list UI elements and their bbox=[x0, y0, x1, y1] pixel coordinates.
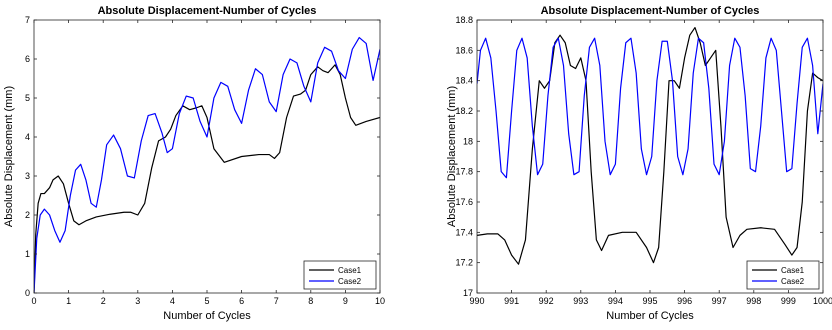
x-tick-label: 994 bbox=[608, 296, 623, 306]
legend: Case1 Case2 bbox=[746, 260, 820, 290]
y-tick-label: 0 bbox=[25, 288, 30, 298]
x-tick-label: 5 bbox=[204, 296, 209, 306]
y-tick-label: 6 bbox=[25, 54, 30, 64]
x-tick-label: 999 bbox=[781, 296, 796, 306]
y-tick-label: 3 bbox=[25, 171, 30, 181]
chart-1: 0 1 2 3 4 5 6 7 8 9 10 0 1 2 3 4 5 6 7 Absolute Displacemen… bbox=[3, 5, 385, 322]
chart-title: Absolute Displacement-Number of Cycles bbox=[541, 5, 760, 17]
y-axis-label: Absolute Displacement (mm) bbox=[446, 86, 458, 227]
y-tick-label: 5 bbox=[25, 93, 30, 103]
series-line-case1 bbox=[34, 64, 380, 293]
x-tick-label: 1 bbox=[66, 296, 71, 306]
y-tick-label: 17.2 bbox=[455, 258, 473, 268]
y-tick-label: 18 bbox=[463, 136, 473, 146]
y-tick-label: 17.4 bbox=[455, 227, 473, 237]
legend-box bbox=[746, 260, 820, 290]
y-axis-label: Absolute Displacement (mm) bbox=[3, 86, 15, 227]
x-tick-label: 2 bbox=[101, 296, 106, 306]
x-tick-label: 6 bbox=[239, 296, 244, 306]
y-tick-label: 18.2 bbox=[455, 106, 473, 116]
x-tick-label: 990 bbox=[469, 296, 484, 306]
x-tick-label: 992 bbox=[539, 296, 554, 306]
chart-2: 990 991 992 993 994 995 996 997 998 999 1000 17 17.2… bbox=[446, 5, 832, 322]
y-tick-label: 18.4 bbox=[455, 76, 473, 86]
legend-label-case1: Case1 bbox=[781, 266, 805, 275]
x-tick-label: 7 bbox=[274, 296, 279, 306]
series-line-case2 bbox=[477, 37, 823, 179]
chart-title: Absolute Displacement-Number of Cycles bbox=[98, 5, 317, 17]
x-axis-label: Number of Cycles bbox=[163, 310, 251, 322]
x-axis-label: Number of Cycles bbox=[606, 310, 694, 322]
x-tick-label: 1000 bbox=[813, 296, 832, 306]
legend-label-case2: Case2 bbox=[781, 277, 805, 286]
x-tick-label: 4 bbox=[170, 296, 175, 306]
y-tick-label: 7 bbox=[25, 15, 30, 25]
x-tick-label: 991 bbox=[504, 296, 519, 306]
x-tick-label: 0 bbox=[31, 296, 36, 306]
y-tick-label: 17.8 bbox=[455, 167, 473, 177]
plot-background bbox=[477, 20, 823, 293]
y-tick-label: 18.6 bbox=[455, 45, 473, 55]
x-tick-label: 10 bbox=[375, 296, 385, 306]
x-tick-label: 3 bbox=[135, 296, 140, 306]
x-tick-label: 996 bbox=[677, 296, 692, 306]
series-line-case1 bbox=[477, 26, 823, 265]
legend-box bbox=[303, 260, 377, 290]
x-tick-label: 997 bbox=[712, 296, 727, 306]
x-tick-label: 9 bbox=[343, 296, 348, 306]
y-tick-label: 2 bbox=[25, 210, 30, 220]
legend: Case1 Case2 bbox=[303, 260, 377, 290]
y-tick-label: 17 bbox=[463, 288, 473, 298]
y-tick-label: 18.8 bbox=[455, 15, 473, 25]
plot-background bbox=[34, 20, 380, 293]
legend-label-case2: Case2 bbox=[338, 277, 362, 286]
series-line-case2 bbox=[34, 36, 380, 293]
legend-label-case1: Case1 bbox=[338, 266, 362, 275]
x-tick-label: 993 bbox=[573, 296, 588, 306]
x-tick-label: 995 bbox=[642, 296, 657, 306]
x-tick-label: 998 bbox=[746, 296, 761, 306]
y-tick-label: 1 bbox=[25, 249, 30, 259]
y-tick-label: 17.6 bbox=[455, 197, 473, 207]
y-tick-label: 4 bbox=[25, 132, 30, 142]
x-tick-label: 8 bbox=[308, 296, 313, 306]
